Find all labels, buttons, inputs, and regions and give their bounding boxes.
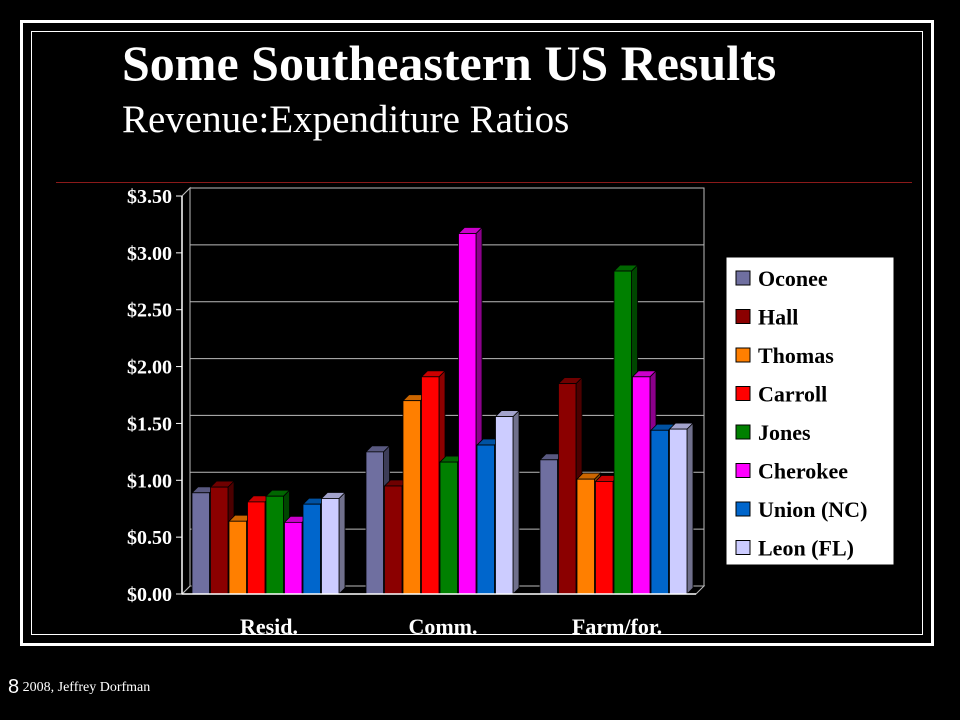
category-label: Comm.	[408, 614, 477, 639]
legend-swatch	[735, 463, 751, 478]
legend-swatch	[735, 309, 751, 324]
bar-oconee-farm-for	[539, 459, 558, 595]
bar-leon-fl-resid	[321, 498, 340, 595]
category-labels: Resid. Comm. Farm/for.	[240, 614, 662, 639]
category-label: Farm/for.	[572, 614, 662, 639]
plot-side-wall	[181, 186, 191, 596]
category-label: Resid.	[240, 614, 298, 639]
bar-cherokee-resid	[284, 521, 303, 595]
bar-jones-comm	[439, 461, 458, 595]
bar-leon-fl-comm	[495, 416, 514, 595]
bar-jones-resid	[265, 495, 284, 595]
legend-label: Hall	[758, 305, 798, 330]
bar-carroll-resid	[247, 501, 266, 595]
plot-bars	[191, 226, 694, 595]
y-tick-label: $2.50	[127, 300, 172, 322]
legend-label: Carroll	[758, 382, 827, 407]
legend-swatch	[735, 386, 751, 401]
y-tick-label: $3.50	[127, 186, 172, 208]
y-tick-labels: $0.00 $0.50 $1.00 $1.50 $2.00 $2.50 $3.00 $3.50	[127, 186, 172, 606]
legend-box	[725, 256, 895, 566]
y-tick-label: $0.50	[127, 527, 172, 549]
bar-leon-fl-farm-for-side	[686, 422, 694, 595]
title-divider	[56, 182, 912, 183]
legend-swatch	[735, 540, 751, 555]
bar-cherokee-comm	[458, 233, 477, 595]
footer: 8 2008, Jeffrey Dorfman	[8, 676, 150, 699]
legend-swatch	[735, 347, 751, 363]
bar-union-nc-comm	[476, 444, 495, 595]
footer-number: 8	[8, 676, 20, 698]
bar-leon-fl-comm-side	[512, 409, 520, 595]
y-tick-label: $2.00	[127, 357, 172, 379]
bar-cherokee-farm-for	[632, 376, 651, 595]
bar-union-nc-resid	[302, 503, 321, 595]
legend-label: Jones	[758, 420, 811, 445]
bar-oconee-comm	[365, 451, 384, 595]
bar-hall-comm	[384, 485, 403, 595]
bar-leon-fl-resid-side	[338, 491, 346, 595]
bar-hall-resid	[210, 486, 229, 595]
slide-title: Some Southeastern US Results	[122, 35, 777, 91]
legend-swatch	[735, 270, 751, 286]
y-tick-label: $3.00	[127, 243, 172, 265]
y-tick-label: $0.00	[127, 584, 172, 606]
bar-thomas-farm-for	[576, 478, 595, 595]
plot-axes	[176, 186, 696, 596]
bar-leon-fl-farm-for	[669, 428, 688, 595]
bar-thomas-resid	[228, 520, 247, 595]
legend-label: Union (NC)	[758, 497, 867, 522]
bar-thomas-comm	[402, 400, 421, 595]
bar-hall-farm-for	[558, 383, 577, 595]
bar-union-nc-farm-for	[650, 429, 669, 595]
bar-oconee-resid	[191, 492, 210, 595]
slide-subtitle: Revenue:Expenditure Ratios	[122, 98, 570, 141]
bar-carroll-farm-for	[595, 481, 614, 595]
legend-swatch	[735, 501, 751, 517]
bar-carroll-comm	[421, 376, 440, 595]
footer-copyright: 2008, Jeffrey Dorfman	[19, 680, 151, 695]
legend-label: Cherokee	[758, 459, 848, 484]
y-tick-label: $1.00	[127, 470, 172, 492]
bar-jones-farm-for	[613, 270, 632, 595]
slide-outer-frame	[20, 20, 934, 646]
y-tick-label: $1.50	[127, 413, 172, 435]
slide-inner-frame	[31, 31, 923, 635]
legend-swatch	[735, 424, 751, 440]
legend: Oconee Hall Thomas Carroll Jones Cherokee Unio…	[725, 256, 895, 566]
legend-label: Thomas	[758, 343, 834, 368]
legend-label: Oconee	[758, 266, 828, 291]
legend-label: Leon (FL)	[758, 536, 854, 561]
